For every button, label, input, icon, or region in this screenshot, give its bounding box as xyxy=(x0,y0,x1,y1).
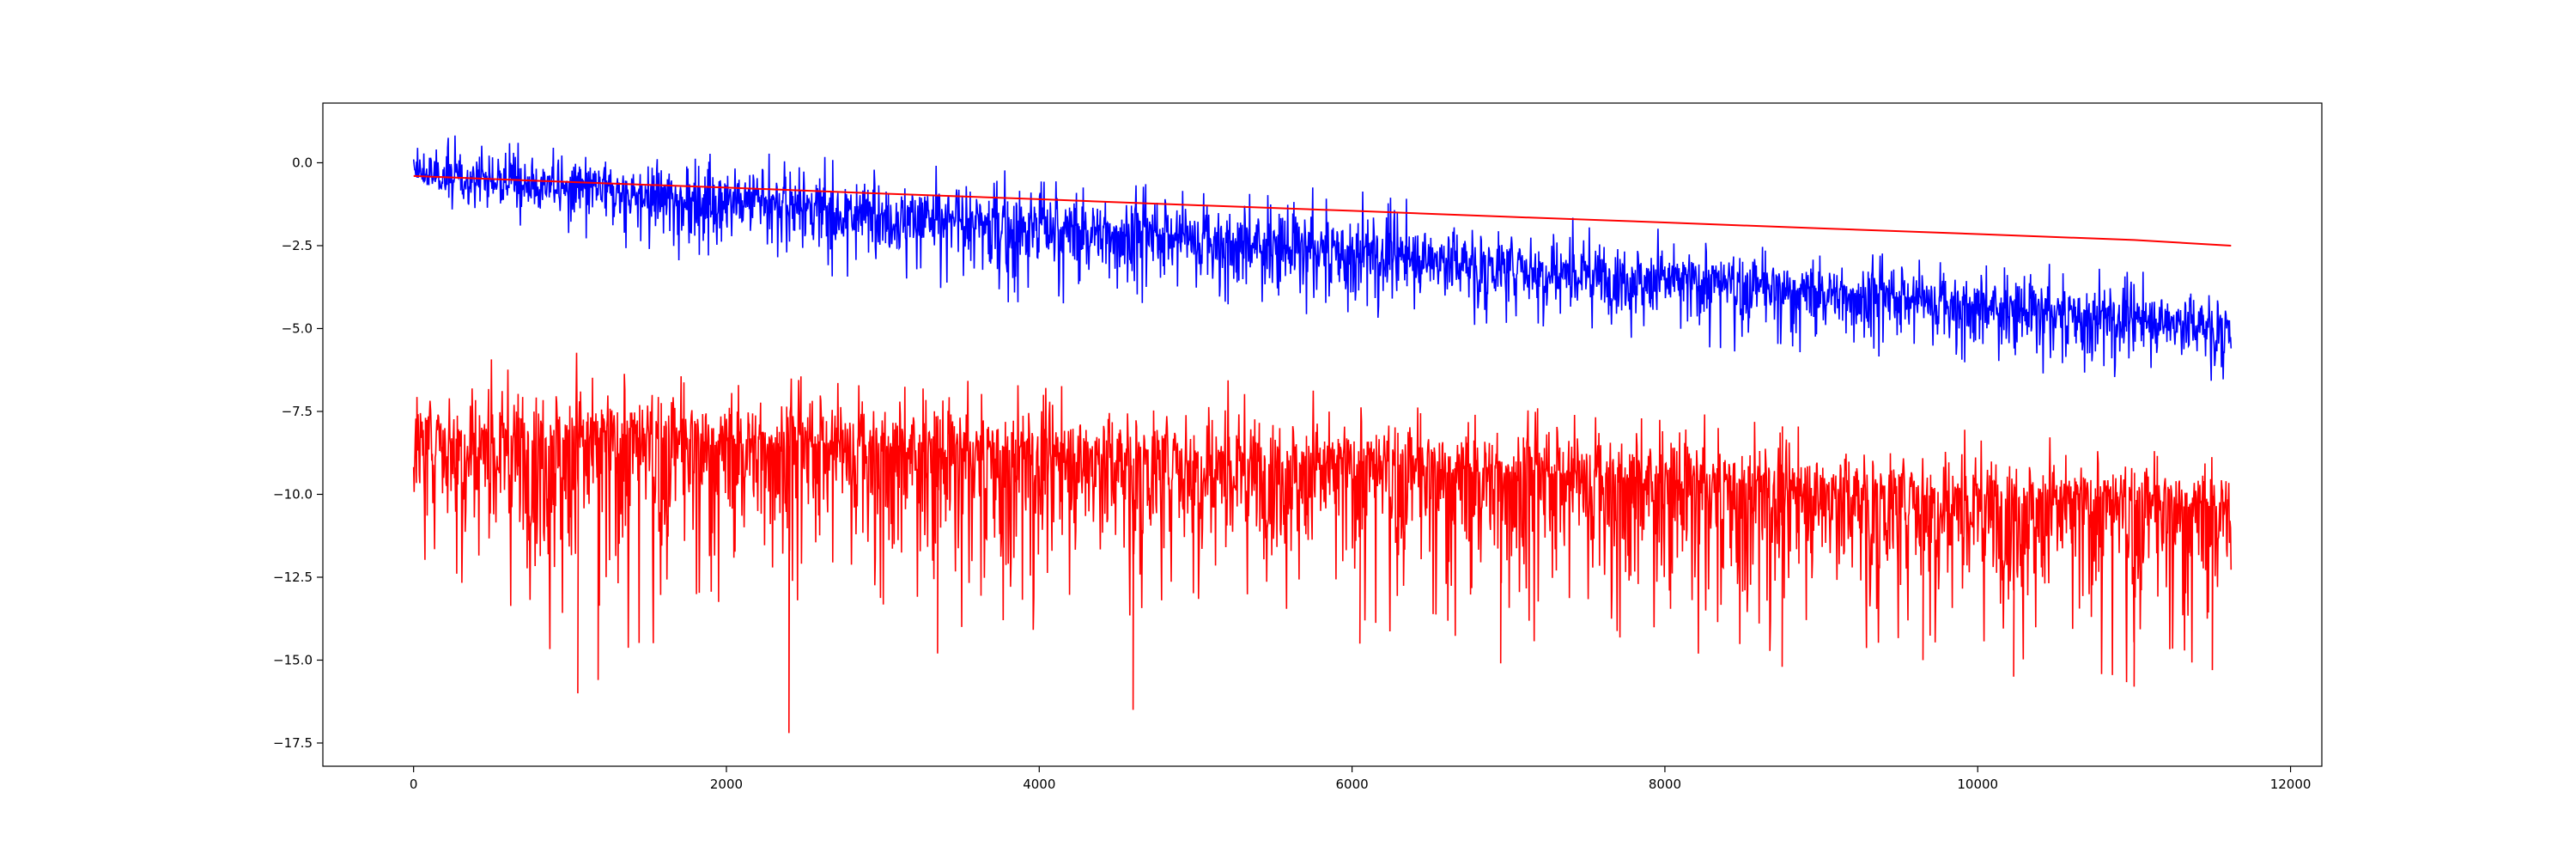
x-tick-label: 4000 xyxy=(1023,777,1055,792)
x-tick-label: 12000 xyxy=(2270,777,2312,792)
series-line-blue xyxy=(412,135,2233,381)
x-tick-label: 10000 xyxy=(1957,777,1998,792)
x-tick-label: 2000 xyxy=(710,777,743,792)
y-tick-label: 0.0 xyxy=(292,155,313,170)
y-tick-label: −7.5 xyxy=(282,404,313,419)
x-tick-label: 6000 xyxy=(1336,777,1369,792)
plot-area-frame xyxy=(322,102,2323,767)
y-tick-label: −17.5 xyxy=(273,735,313,751)
y-tick-label: −5.0 xyxy=(282,320,313,336)
y-tick-label: −10.0 xyxy=(273,486,313,502)
y-tick-label: −2.5 xyxy=(282,238,313,253)
axis-ticks: 0 2000 4000 6000 8000 10000 12000 0.0 −2.5 −5.0 −7… xyxy=(273,155,2311,792)
x-tick-label: 8000 xyxy=(1649,777,1681,792)
y-tick-label: −15.0 xyxy=(273,652,313,667)
y-tick-label: −12.5 xyxy=(273,570,313,585)
series-line-trend xyxy=(413,174,2232,247)
series-line-red xyxy=(412,352,2233,734)
series-layer xyxy=(412,135,2233,734)
x-tick-label: 0 xyxy=(410,777,418,792)
